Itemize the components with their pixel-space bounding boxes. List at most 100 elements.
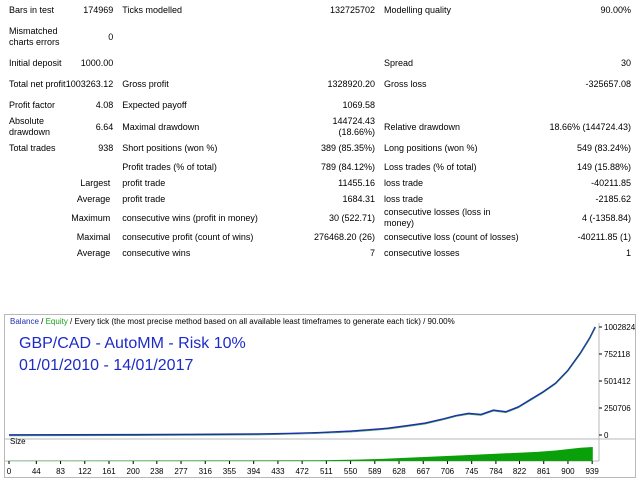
x-tick-label: 550 xyxy=(344,467,358,476)
stats-cell xyxy=(0,207,66,229)
x-tick-label: 667 xyxy=(417,467,431,476)
stats-cell xyxy=(0,191,66,207)
stats-cell: Average xyxy=(76,193,111,204)
x-tick-label: 277 xyxy=(174,467,188,476)
stats-cell: Total trades xyxy=(9,143,56,153)
x-tick-label: 706 xyxy=(441,467,455,476)
stats-cell: Relative drawdown xyxy=(384,121,461,132)
stats-cell: 1069.58 xyxy=(342,100,375,110)
stats-row: Mismatched charts errors 0 xyxy=(0,21,640,53)
stats-row: Maximal consecutive profit (count of wins… xyxy=(0,229,640,245)
x-tick-label: 861 xyxy=(537,467,551,476)
stats-cell xyxy=(375,95,522,116)
stats-cell: Maximal xyxy=(76,231,111,242)
equity-line xyxy=(8,327,596,437)
legend-separator: / xyxy=(38,317,46,326)
stats-cell: 0 xyxy=(108,31,114,42)
x-tick-label: 161 xyxy=(102,467,116,476)
x-tick-label: 355 xyxy=(223,467,237,476)
stats-cell xyxy=(309,21,375,53)
stats-row: Profit factor 4.08 Expected payoff 1069.58 xyxy=(0,95,640,116)
stats-cell: -2185.62 xyxy=(595,193,631,204)
x-tick-label: 238 xyxy=(150,467,164,476)
stats-cell xyxy=(522,21,640,53)
stats-row: Profit trades (% of total) 789 (84.12%) Lo… xyxy=(0,159,640,175)
stats-cell: loss trade xyxy=(384,193,424,204)
chart-overlay-dates: 01/01/2010 - 14/01/2017 xyxy=(19,357,194,374)
stats-cell: Maximal drawdown xyxy=(122,121,200,132)
x-tick-label: 472 xyxy=(295,467,309,476)
stats-cell: 1328920.20 xyxy=(327,79,375,89)
stats-cell: Profit factor xyxy=(9,100,56,110)
x-tick-label: 822 xyxy=(513,467,527,476)
stats-cell: consecutive wins (profit in money) xyxy=(122,212,258,223)
stats-cell: Mismatched charts errors xyxy=(9,26,60,47)
stats-cell: 6.64 xyxy=(95,121,114,132)
stats-cell: 1000.00 xyxy=(80,58,114,68)
stats-cell: 7 xyxy=(369,247,375,258)
stats-cell: -40211.85 (1) xyxy=(577,231,631,242)
size-label: Size xyxy=(10,437,26,446)
stats-row: Maximum consecutive wins (profit in money… xyxy=(0,207,640,229)
stats-cell: Total net profit xyxy=(9,79,66,89)
stats-cell: 18.66% (144724.43) xyxy=(549,121,631,132)
stats-cell xyxy=(0,229,66,245)
legend-balance: Balance xyxy=(10,317,39,326)
x-tick-label: 200 xyxy=(127,467,141,476)
stats-cell xyxy=(0,159,66,175)
y-tick-label: 501412 xyxy=(604,377,631,386)
stats-cell: Bars in test xyxy=(9,5,55,15)
stats-row: Average profit trade 1684.31 loss trade -218… xyxy=(0,191,640,207)
stats-cell: 30 xyxy=(620,58,631,68)
x-tick-label: 316 xyxy=(199,467,213,476)
stats-row: Absolute drawdown 6.64 Maximal drawdown 144… xyxy=(0,116,640,138)
stats-cell: Modelling quality xyxy=(384,5,452,15)
stats-cell: 144724.43 (18.66%) xyxy=(332,116,375,137)
stats-cell: Absolute drawdown xyxy=(9,116,51,137)
stats-cell: 1684.31 xyxy=(342,193,375,204)
stats-row: Total net profit 1003263.12 Gross profit 13… xyxy=(0,74,640,95)
stats-cell: loss trade xyxy=(384,177,424,188)
stats-cell: 149 (15.88%) xyxy=(576,161,631,172)
stats-cell: Expected payoff xyxy=(122,100,187,110)
stats-cell: Spread xyxy=(384,58,414,68)
legend-description: / Every tick (the most precise method ba… xyxy=(67,317,455,326)
stats-cell: Maximum xyxy=(71,212,111,223)
stats-cell: Largest xyxy=(80,177,111,188)
x-tick-label: 122 xyxy=(78,467,92,476)
stats-cell: 4 (-1358.84) xyxy=(581,212,631,223)
stats-cell: Loss trades (% of total) xyxy=(384,161,477,172)
stats-cell: 938 xyxy=(98,143,114,153)
x-tick-label: 745 xyxy=(465,467,479,476)
stats-cell: consecutive loss (count of losses) xyxy=(384,231,519,242)
stats-cell: consecutive profit (count of wins) xyxy=(122,231,254,242)
stats-cell: Ticks modelled xyxy=(122,5,182,15)
y-tick-label: 752118 xyxy=(604,350,631,359)
x-tick-label: 939 xyxy=(585,467,599,476)
stats-cell: Short positions (won %) xyxy=(122,143,218,153)
stats-cell: 4.08 xyxy=(95,100,114,110)
y-tick-label: 0 xyxy=(604,431,609,440)
stats-cell: 90.00% xyxy=(600,5,631,15)
x-tick-label: 433 xyxy=(271,467,285,476)
balance-line xyxy=(8,326,596,436)
stats-cell: Profit trades (% of total) xyxy=(122,161,217,172)
x-tick-label: 0 xyxy=(7,467,12,476)
x-tick-label: 900 xyxy=(561,467,575,476)
y-tick-label: 1002824 xyxy=(604,323,635,332)
stats-cell xyxy=(66,159,114,175)
stats-cell xyxy=(375,21,522,53)
stats-cell: 789 (84.12%) xyxy=(320,161,375,172)
stats-cell: 1 xyxy=(625,247,631,258)
stats-cell xyxy=(113,21,308,53)
stats-cell: Long positions (won %) xyxy=(384,143,478,153)
stats-cell: Average xyxy=(76,247,111,258)
stats-cell: consecutive losses xyxy=(384,247,460,258)
stats-cell: 30 (522.71) xyxy=(328,212,375,223)
stats-cell xyxy=(0,245,66,261)
stats-cell: 132725702 xyxy=(329,5,375,15)
x-tick-label: 394 xyxy=(247,467,261,476)
stats-cell: profit trade xyxy=(122,177,166,188)
x-tick-label: 511 xyxy=(320,467,333,476)
stats-row: Bars in test 174969 Ticks modelled 13272570… xyxy=(0,0,640,21)
